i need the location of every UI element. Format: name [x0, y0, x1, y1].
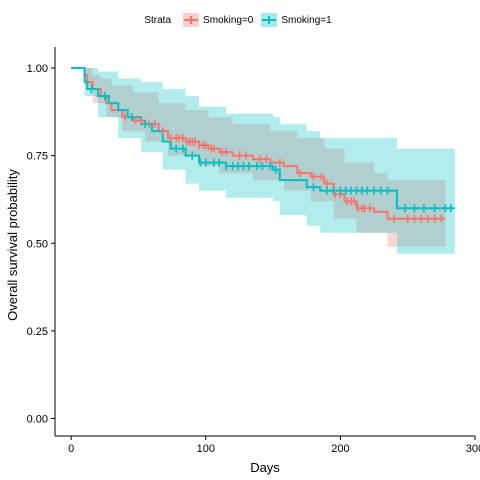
legend-key-smoking-1: [261, 13, 278, 27]
curve-smoking-1: [71, 67, 455, 210]
legend-item-smoking-1: Smoking=1: [261, 13, 332, 27]
x-tick-label: 300: [466, 443, 480, 455]
censor-marks: [90, 85, 452, 223]
x-axis-label: Days: [250, 460, 280, 475]
legend: Strata Smoking=0 Smoking=1: [0, 10, 480, 30]
y-tick-label: 0.00: [27, 413, 48, 425]
x-tick-label: 0: [68, 443, 74, 455]
legend-label-smoking-0: Smoking=0: [203, 14, 254, 26]
legend-item-smoking-0: Smoking=0: [183, 13, 253, 27]
legend-title: Strata: [144, 14, 172, 26]
confidence-bands: [71, 68, 455, 254]
y-tick-label: 0.50: [27, 238, 48, 250]
x-tick-label: 200: [331, 443, 349, 455]
y-tick-label: 0.75: [27, 151, 48, 163]
y-tick-label: 1.00: [27, 63, 48, 75]
x-tick-label: 100: [197, 443, 215, 455]
legend-label-smoking-1: Smoking=1: [281, 14, 332, 26]
legend-key-smoking-0: [183, 13, 200, 27]
axes: 0 100 200 300 0.00 0.25 0.50 0.75 1.00: [27, 47, 480, 455]
y-tick-label: 0.25: [27, 326, 48, 338]
ci-band-smoking-1: [71, 68, 455, 254]
y-axis-label: Overall survival probability: [5, 169, 20, 321]
